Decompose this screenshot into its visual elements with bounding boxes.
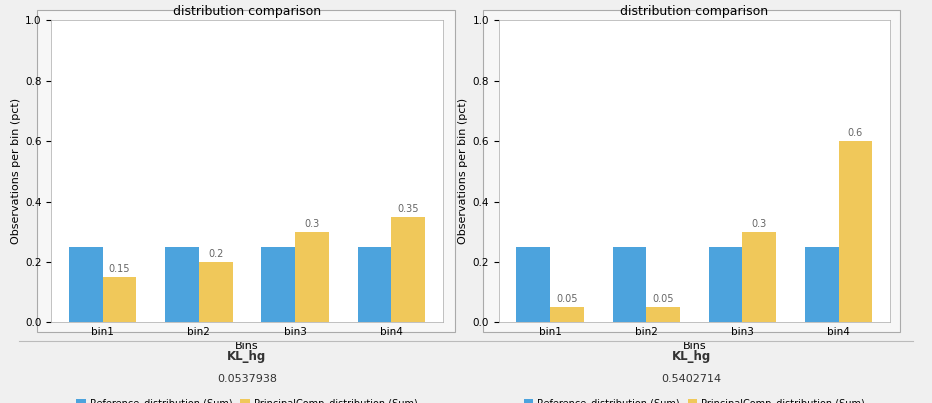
Text: KL_hg: KL_hg xyxy=(227,350,267,363)
Title: distribution comparison: distribution comparison xyxy=(173,4,321,18)
Text: 0.15: 0.15 xyxy=(109,264,130,274)
Bar xyxy=(550,307,583,322)
Text: 0.0537938: 0.0537938 xyxy=(217,374,277,384)
Bar xyxy=(805,247,839,322)
Bar xyxy=(103,277,136,322)
X-axis label: Bins: Bins xyxy=(235,341,259,351)
Bar xyxy=(165,247,199,322)
Bar xyxy=(199,262,233,322)
Bar xyxy=(839,141,872,322)
Y-axis label: Observations per bin (pct): Observations per bin (pct) xyxy=(11,98,21,244)
Legend: Reference_distribution (Sum), PrincipalComp_distribution (Sum): Reference_distribution (Sum), PrincipalC… xyxy=(520,394,869,403)
Text: 0.05: 0.05 xyxy=(556,294,578,304)
Bar xyxy=(612,247,646,322)
Bar xyxy=(708,247,743,322)
Y-axis label: Observations per bin (pct): Observations per bin (pct) xyxy=(459,98,468,244)
Bar xyxy=(261,247,295,322)
Bar xyxy=(295,232,329,322)
Text: 0.3: 0.3 xyxy=(751,219,767,229)
Text: 0.35: 0.35 xyxy=(397,204,418,214)
Bar xyxy=(69,247,103,322)
Title: distribution comparison: distribution comparison xyxy=(621,4,768,18)
Bar xyxy=(516,247,550,322)
X-axis label: Bins: Bins xyxy=(682,341,706,351)
Bar xyxy=(391,217,425,322)
Bar xyxy=(646,307,680,322)
Text: 0.3: 0.3 xyxy=(304,219,320,229)
Text: 0.05: 0.05 xyxy=(652,294,674,304)
Text: 0.6: 0.6 xyxy=(848,128,863,138)
Legend: Reference_distribution (Sum), PrincipalComp_distribution (Sum): Reference_distribution (Sum), PrincipalC… xyxy=(73,394,421,403)
Bar xyxy=(743,232,776,322)
Text: KL_hg: KL_hg xyxy=(672,350,711,363)
Text: 0.2: 0.2 xyxy=(208,249,224,259)
Bar xyxy=(358,247,391,322)
Text: 0.5402714: 0.5402714 xyxy=(662,374,721,384)
